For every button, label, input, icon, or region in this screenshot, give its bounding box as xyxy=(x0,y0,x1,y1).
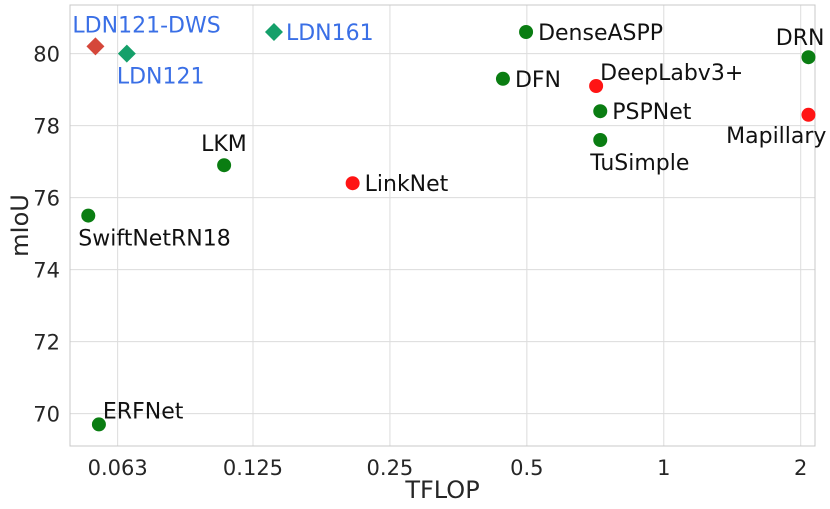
label-dfn: DFN xyxy=(515,68,561,93)
y-tick-label: 80 xyxy=(33,43,60,67)
label-lkm: LKM xyxy=(201,132,247,157)
x-tick-label: 0.063 xyxy=(88,456,148,480)
label-drn: DRN xyxy=(776,26,825,51)
label-ldn121-dws: LDN121-DWS xyxy=(72,13,220,38)
x-axis-label: TFLOP xyxy=(404,476,479,504)
label-mapillary: Mapillary xyxy=(726,124,826,149)
label-ldn121: LDN121 xyxy=(117,65,205,90)
label-denseaspp: DenseASPP xyxy=(538,21,663,46)
point-erfnet xyxy=(91,417,106,432)
label-ldn161: LDN161 xyxy=(286,21,374,46)
label-pspnet: PSPNet xyxy=(612,100,691,125)
point-swiftnetrn18 xyxy=(81,208,96,223)
point-drn xyxy=(801,50,816,65)
point-labels: LDN121-DWS LDN121 LDN161 DenseASPP DRN DFN Dee… xyxy=(72,13,826,424)
point-denseaspp xyxy=(519,25,534,39)
point-linknet xyxy=(345,176,360,191)
x-tick-label: 2 xyxy=(794,456,807,480)
y-tick-label: 70 xyxy=(33,403,60,427)
y-axis-label: mIoU xyxy=(6,194,34,257)
x-tick-label: 0.25 xyxy=(367,456,414,480)
plot-frame xyxy=(69,4,816,447)
point-ldn161 xyxy=(264,23,283,41)
grid-lines xyxy=(70,5,815,446)
label-swiftnetrn18: SwiftNetRN18 xyxy=(78,227,230,252)
x-tick-label: 1 xyxy=(657,456,670,480)
y-tick-label: 72 xyxy=(33,331,60,355)
point-mapillary xyxy=(801,107,816,122)
point-deeplabv3- xyxy=(589,79,604,93)
label-deeplabv3-: DeepLabv3+ xyxy=(600,61,743,86)
point-ldn121-dws xyxy=(86,37,105,56)
axis-ticks: 0.063 0.125 0.25 0.5 1 2 70 72 74 76 78 80 xyxy=(33,43,807,480)
y-tick-label: 76 xyxy=(33,187,60,211)
point-dfn xyxy=(495,71,510,86)
y-tick-label: 74 xyxy=(33,259,60,283)
label-linknet: LinkNet xyxy=(365,172,449,197)
x-tick-label: 0.125 xyxy=(223,456,283,480)
point-pspnet xyxy=(593,104,608,119)
x-tick-label: 0.5 xyxy=(510,456,543,480)
label-erfnet: ERFNet xyxy=(103,399,184,424)
point-tusimple xyxy=(593,133,608,147)
point-ldn121 xyxy=(117,44,136,63)
label-tusimple: TuSimple xyxy=(589,151,689,176)
data-points xyxy=(81,23,816,432)
point-lkm xyxy=(217,158,232,173)
y-tick-label: 78 xyxy=(33,115,60,139)
